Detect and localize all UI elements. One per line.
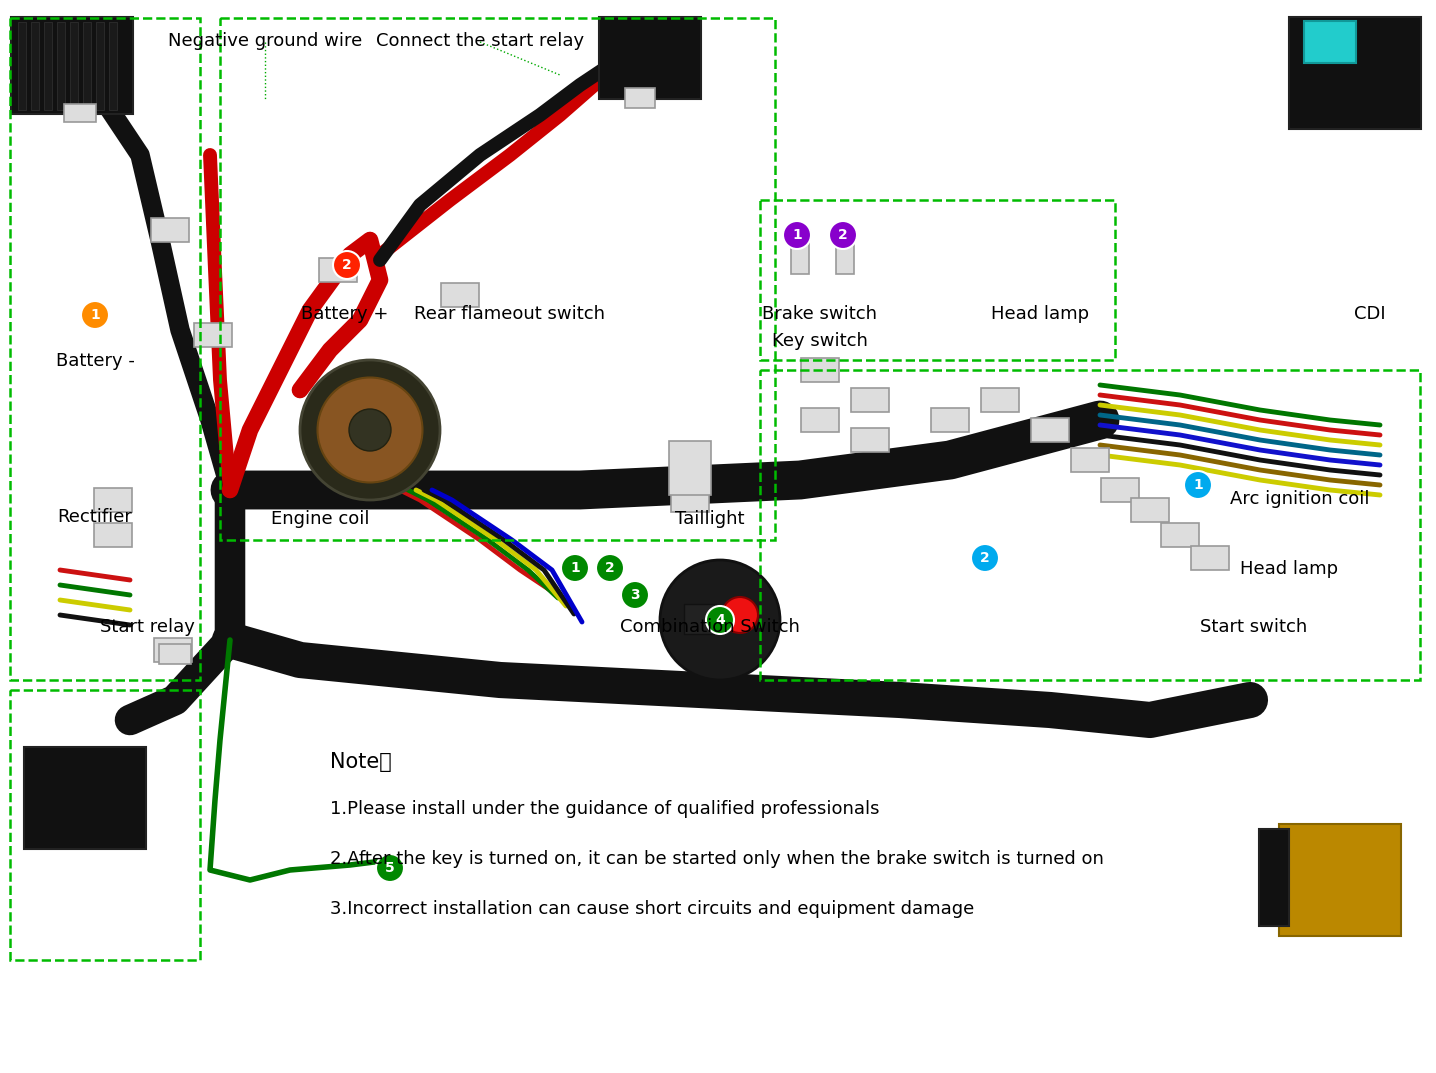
FancyBboxPatch shape — [1190, 546, 1229, 570]
Text: 3: 3 — [630, 588, 640, 602]
FancyBboxPatch shape — [1160, 523, 1199, 547]
Text: 5: 5 — [385, 861, 395, 874]
FancyBboxPatch shape — [1290, 17, 1422, 129]
Circle shape — [349, 409, 391, 451]
FancyBboxPatch shape — [852, 428, 889, 452]
Bar — [96, 23, 103, 111]
Bar — [83, 23, 90, 111]
FancyBboxPatch shape — [93, 523, 132, 547]
Text: Start switch: Start switch — [1200, 618, 1307, 636]
Circle shape — [300, 361, 439, 500]
FancyBboxPatch shape — [24, 747, 146, 849]
Bar — [70, 23, 78, 111]
Circle shape — [661, 560, 780, 680]
Circle shape — [333, 251, 360, 279]
FancyBboxPatch shape — [852, 388, 889, 412]
Circle shape — [620, 580, 649, 609]
FancyBboxPatch shape — [319, 258, 358, 282]
Text: 1: 1 — [1193, 477, 1203, 493]
Bar — [32, 23, 39, 111]
FancyBboxPatch shape — [93, 488, 132, 512]
Text: 1: 1 — [570, 561, 580, 575]
Text: 1: 1 — [90, 308, 101, 322]
Text: 1.Please install under the guidance of qualified professionals: 1.Please install under the guidance of q… — [330, 800, 879, 818]
Circle shape — [1185, 471, 1212, 499]
Text: 2.After the key is turned on, it can be started only when the brake switch is tu: 2.After the key is turned on, it can be … — [330, 850, 1104, 868]
Text: 4: 4 — [715, 613, 725, 627]
FancyBboxPatch shape — [684, 604, 717, 634]
Text: Rear flameout switch: Rear flameout switch — [415, 305, 606, 323]
Text: Battery -: Battery - — [56, 352, 135, 370]
FancyBboxPatch shape — [1259, 829, 1290, 926]
Circle shape — [376, 854, 404, 882]
Circle shape — [596, 554, 625, 582]
FancyBboxPatch shape — [671, 449, 709, 472]
FancyBboxPatch shape — [931, 408, 969, 432]
Text: 2: 2 — [342, 258, 352, 271]
FancyBboxPatch shape — [441, 283, 480, 307]
Text: Rectifier: Rectifier — [57, 508, 132, 526]
Circle shape — [829, 221, 857, 249]
Text: Key switch: Key switch — [773, 332, 867, 350]
FancyBboxPatch shape — [836, 236, 854, 274]
FancyBboxPatch shape — [154, 638, 192, 662]
FancyBboxPatch shape — [1132, 498, 1169, 521]
Bar — [45, 23, 52, 111]
FancyBboxPatch shape — [194, 323, 233, 347]
Circle shape — [707, 606, 734, 634]
FancyBboxPatch shape — [1304, 21, 1356, 63]
FancyBboxPatch shape — [625, 88, 655, 108]
Text: Combination Switch: Combination Switch — [620, 618, 800, 636]
Text: Engine coil: Engine coil — [271, 510, 369, 528]
FancyBboxPatch shape — [669, 441, 711, 495]
Text: 2: 2 — [605, 561, 615, 575]
Text: Negative ground wire: Negative ground wire — [168, 32, 362, 50]
Text: CDI: CDI — [1354, 305, 1386, 323]
Text: Battery +: Battery + — [302, 305, 389, 323]
FancyBboxPatch shape — [65, 104, 96, 122]
FancyBboxPatch shape — [981, 388, 1020, 412]
Bar — [19, 23, 26, 111]
FancyBboxPatch shape — [801, 408, 839, 432]
Circle shape — [971, 544, 999, 572]
Text: Connect the start relay: Connect the start relay — [376, 32, 584, 50]
FancyBboxPatch shape — [1071, 449, 1109, 472]
FancyBboxPatch shape — [159, 644, 191, 664]
Circle shape — [783, 221, 811, 249]
FancyBboxPatch shape — [599, 17, 701, 99]
Text: 2: 2 — [981, 552, 989, 565]
Circle shape — [561, 554, 589, 582]
Circle shape — [80, 302, 109, 329]
Text: 1: 1 — [793, 227, 801, 242]
FancyBboxPatch shape — [1031, 418, 1068, 442]
FancyBboxPatch shape — [791, 236, 808, 274]
Text: 2: 2 — [839, 227, 847, 242]
FancyBboxPatch shape — [11, 17, 134, 114]
FancyBboxPatch shape — [1101, 477, 1139, 502]
Text: Head lamp: Head lamp — [991, 305, 1088, 323]
Text: 3.Incorrect installation can cause short circuits and equipment damage: 3.Incorrect installation can cause short… — [330, 900, 974, 918]
Text: Arc ignition coil: Arc ignition coil — [1231, 490, 1370, 508]
FancyBboxPatch shape — [151, 218, 190, 242]
Text: Note：: Note： — [330, 752, 392, 771]
Text: Taillight: Taillight — [675, 510, 745, 528]
Bar — [109, 23, 116, 111]
Circle shape — [317, 378, 422, 483]
Bar — [57, 23, 65, 111]
Circle shape — [722, 597, 758, 633]
FancyBboxPatch shape — [671, 488, 709, 512]
Text: Start relay: Start relay — [101, 618, 195, 636]
FancyBboxPatch shape — [801, 358, 839, 382]
Text: Brake switch: Brake switch — [763, 305, 877, 323]
FancyBboxPatch shape — [1279, 824, 1402, 936]
Text: Head lamp: Head lamp — [1241, 560, 1338, 578]
